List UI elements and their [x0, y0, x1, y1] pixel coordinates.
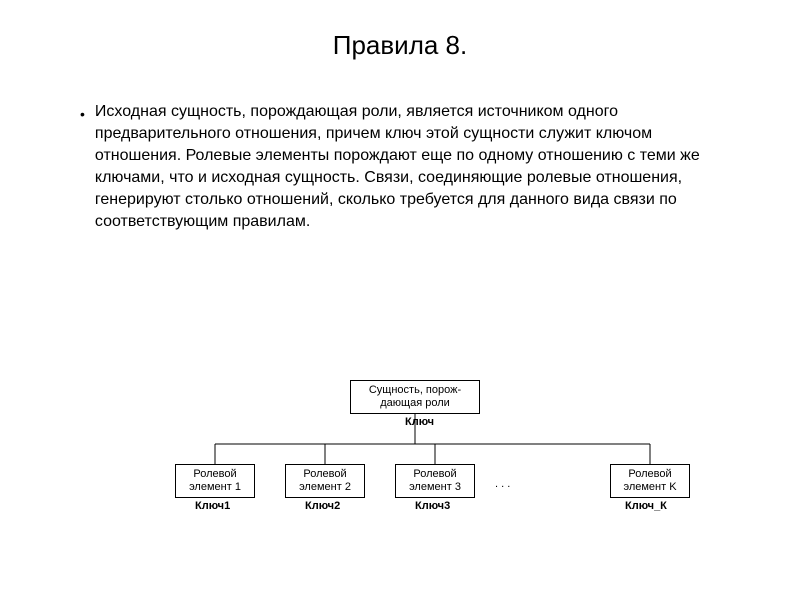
body-section: • Исходная сущность, порождающая роли, я… — [0, 101, 800, 233]
child-key-label-1: Ключ1 — [195, 500, 230, 512]
body-text: Исходная сущность, порождающая роли, явл… — [95, 101, 740, 233]
child-node-3: Ролевойэлемент 3 — [395, 464, 475, 498]
page-title: Правила 8. — [0, 0, 800, 101]
bullet-glyph: • — [80, 101, 95, 125]
hierarchy-diagram: Сущность, порож-дающая роли Ключ Ролевойэл… — [0, 370, 800, 570]
child-key-label-4: Ключ_К — [625, 500, 667, 512]
child-node-2: Ролевойэлемент 2 — [285, 464, 365, 498]
child-node-1: Ролевойэлемент 1 — [175, 464, 255, 498]
ellipsis: . . . — [495, 478, 510, 490]
root-key-label: Ключ — [405, 416, 434, 428]
child-key-label-3: Ключ3 — [415, 500, 450, 512]
child-key-label-2: Ключ2 — [305, 500, 340, 512]
child-node-4: Ролевойэлемент K — [610, 464, 690, 498]
root-node: Сущность, порож-дающая роли — [350, 380, 480, 414]
bullet-item: • Исходная сущность, порождающая роли, я… — [80, 101, 740, 233]
